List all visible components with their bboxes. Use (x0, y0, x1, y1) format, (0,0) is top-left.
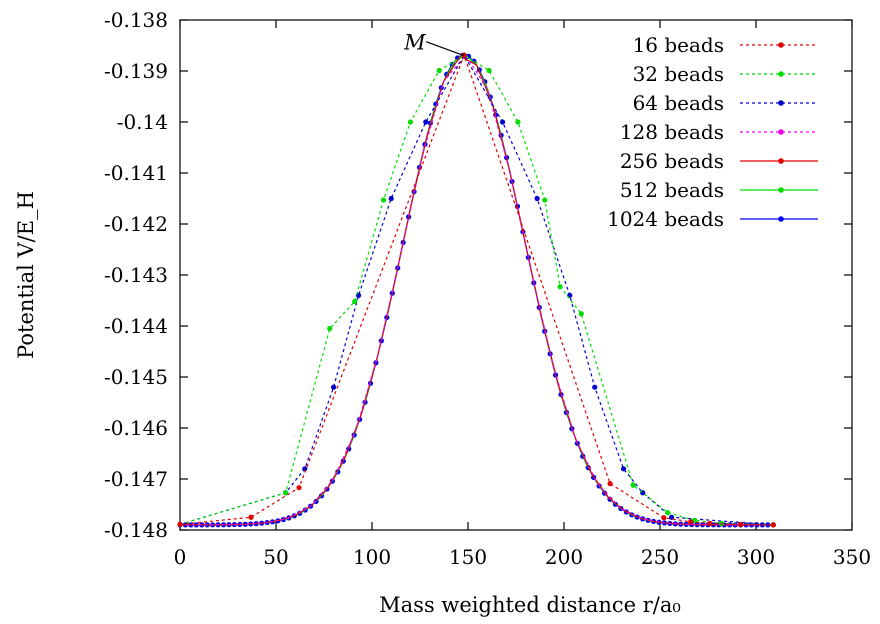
y-tick-label: -0.145 (104, 365, 168, 389)
data-point (499, 119, 506, 125)
data-point (665, 510, 671, 516)
data-point (620, 466, 627, 472)
legend-label: 1024 beads (607, 207, 724, 231)
data-point (688, 519, 694, 525)
x-tick-label: 250 (641, 545, 679, 569)
x-tick-label: 200 (545, 545, 583, 569)
data-point (486, 67, 492, 74)
legend-label: 512 beads (620, 178, 724, 202)
legend-point-swatch (778, 100, 784, 106)
data-point (423, 119, 429, 125)
legend-label: 64 beads (633, 91, 724, 115)
y-tick-label: -0.139 (104, 59, 168, 83)
data-point (388, 195, 394, 202)
legend-point-swatch (778, 158, 784, 164)
data-point (542, 197, 548, 203)
legend-point-swatch (778, 216, 784, 222)
data-point (534, 195, 540, 202)
y-tick-label: -0.141 (104, 161, 168, 185)
data-point (327, 325, 333, 332)
y-tick-label: -0.143 (104, 263, 168, 287)
data-point (331, 384, 337, 390)
data-point (352, 298, 358, 305)
x-axis-ticks: 0 50 100 150 200 250 300 350 (174, 20, 871, 569)
data-point (661, 515, 667, 521)
y-tick-label: -0.147 (104, 467, 168, 491)
legend-entry: 32 beads (633, 62, 818, 86)
series-line (179, 54, 774, 526)
plot-frame (179, 19, 853, 531)
data-point (436, 67, 442, 74)
data-point (515, 119, 521, 125)
annotation-pointer-line (425, 41, 465, 57)
series-layer (177, 52, 776, 528)
data-point (296, 485, 302, 491)
x-tick-label: 50 (263, 545, 288, 569)
y-tick-label: -0.146 (104, 416, 168, 440)
data-point (707, 520, 713, 526)
data-point (770, 522, 776, 528)
y-tick-label: -0.14 (117, 110, 168, 134)
x-axis-title: Mass weighted distance r/a₀ (379, 593, 681, 617)
data-point (177, 521, 183, 527)
legend-point-swatch (778, 42, 784, 48)
legend-point-swatch (778, 129, 784, 135)
y-tick-label: -0.148 (104, 518, 168, 542)
legend-label: 128 beads (620, 120, 724, 144)
legend-entry: 128 beads (620, 120, 818, 144)
series-line (179, 53, 774, 526)
legend-label: 256 beads (620, 149, 724, 173)
data-point (738, 521, 744, 527)
series-128-beads (179, 54, 774, 526)
legend-point-swatch (778, 71, 784, 77)
legend-label: 32 beads (633, 62, 724, 86)
legend-label: 16 beads (633, 33, 724, 57)
data-point (407, 119, 413, 125)
y-tick-label: -0.144 (104, 314, 168, 338)
series-line (179, 53, 774, 526)
legend-entry: 512 beads (620, 178, 818, 202)
data-point (380, 197, 387, 203)
x-tick-label: 150 (449, 545, 487, 569)
x-tick-label: 300 (737, 545, 775, 569)
legend-entry: 1024 beads (607, 207, 818, 231)
data-point (302, 466, 308, 472)
data-point (630, 482, 636, 488)
data-point (557, 284, 563, 290)
data-point (607, 480, 613, 487)
data-point (578, 311, 584, 317)
legend-point-swatch (778, 187, 784, 193)
y-tick-label: -0.138 (104, 8, 168, 32)
y-tick-label: -0.142 (104, 212, 168, 236)
legend-entry: 16 beads (633, 33, 818, 57)
plot-border (179, 19, 853, 531)
data-point (592, 384, 598, 390)
data-point (283, 490, 289, 496)
legend-entry: 256 beads (620, 149, 818, 173)
x-tick-label: 0 (174, 545, 187, 569)
legend-entry: 64 beads (633, 91, 818, 115)
x-tick-label: 100 (353, 545, 391, 569)
y-axis-ticks: -0.148 -0.147 -0.146 -0.145 -0.144 -0.143 -0.1… (104, 8, 852, 542)
data-point (668, 514, 675, 520)
y-axis-title: Potential V/E_H (14, 191, 38, 359)
annotation-layer: M (403, 31, 465, 57)
annotation-label-m: M (403, 31, 426, 55)
legend: 16 beads 32 beads 64 beads 128 beads 256 bea… (607, 33, 818, 231)
data-point (248, 514, 254, 520)
x-tick-label: 350 (833, 545, 871, 569)
